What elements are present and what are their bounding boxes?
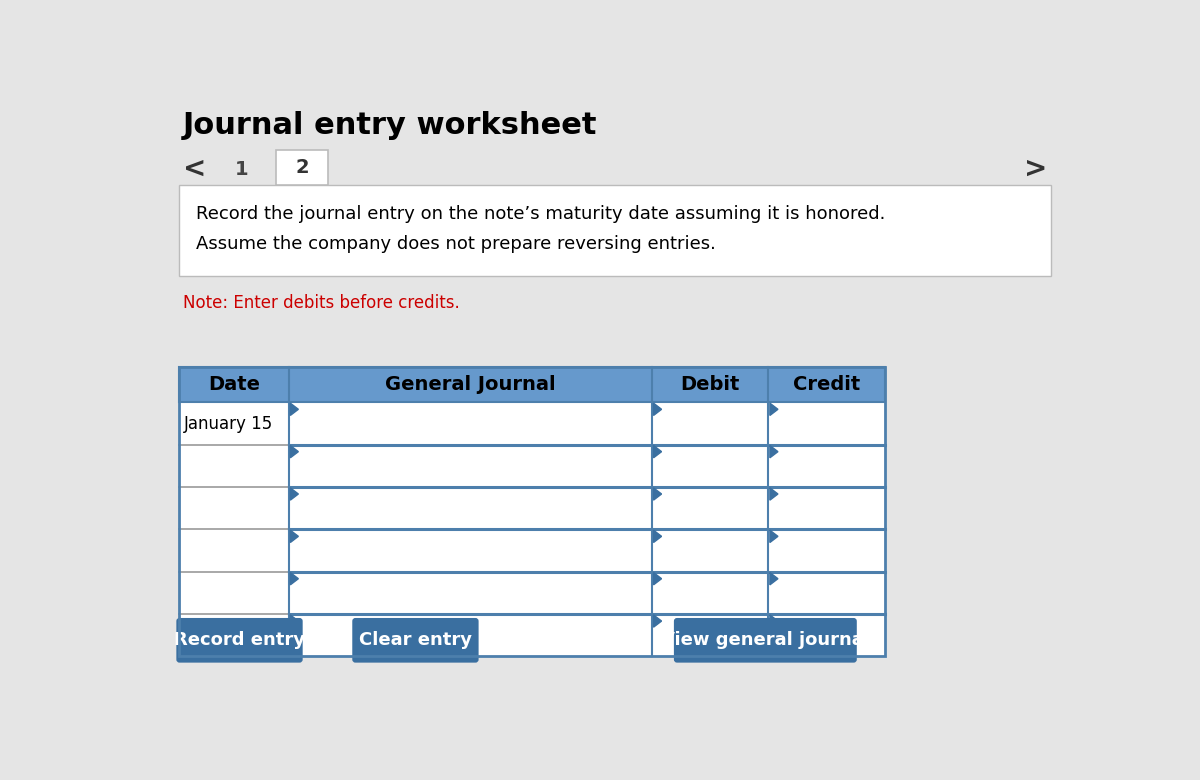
Polygon shape [290,530,299,543]
Text: >: > [1024,155,1048,183]
Bar [180,614,884,657]
Text: Clear entry: Clear entry [359,631,472,649]
Polygon shape [770,403,778,416]
Polygon shape [770,530,778,543]
Bar [180,487,884,530]
Polygon shape [290,403,299,416]
Polygon shape [654,403,661,416]
FancyBboxPatch shape [176,618,302,663]
Polygon shape [290,573,299,585]
Text: <: < [182,155,206,183]
Polygon shape [770,488,778,500]
Text: Credit: Credit [793,375,860,394]
Text: Record entry: Record entry [174,631,305,649]
Polygon shape [770,573,778,585]
Text: 2: 2 [295,158,308,177]
Polygon shape [290,488,299,500]
Text: Note: Enter debits before credits.: Note: Enter debits before credits. [182,294,460,312]
Polygon shape [290,445,299,458]
Bar [180,530,884,572]
Text: General Journal: General Journal [385,375,556,394]
FancyBboxPatch shape [353,618,479,663]
Text: Record the journal entry on the note’s maturity date assuming it is honored.
Ass: Record the journal entry on the note’s m… [197,205,886,254]
Polygon shape [654,615,661,627]
Bar [180,367,884,657]
Bar [180,185,1050,276]
Polygon shape [770,615,778,627]
Polygon shape [654,488,661,500]
Text: Journal entry worksheet: Journal entry worksheet [182,112,598,140]
Bar [180,367,884,402]
Text: 1: 1 [235,160,248,179]
Bar [180,572,884,614]
Text: View general journal: View general journal [661,631,870,649]
Polygon shape [290,615,299,627]
Text: January 15: January 15 [184,414,274,433]
Text: Date: Date [208,375,260,394]
Bar [180,445,884,487]
Polygon shape [654,530,661,543]
Polygon shape [770,445,778,458]
Text: Debit: Debit [680,375,740,394]
FancyBboxPatch shape [674,618,857,663]
Polygon shape [654,573,661,585]
Bar [180,402,884,445]
Polygon shape [654,445,661,458]
Bar [276,150,329,185]
